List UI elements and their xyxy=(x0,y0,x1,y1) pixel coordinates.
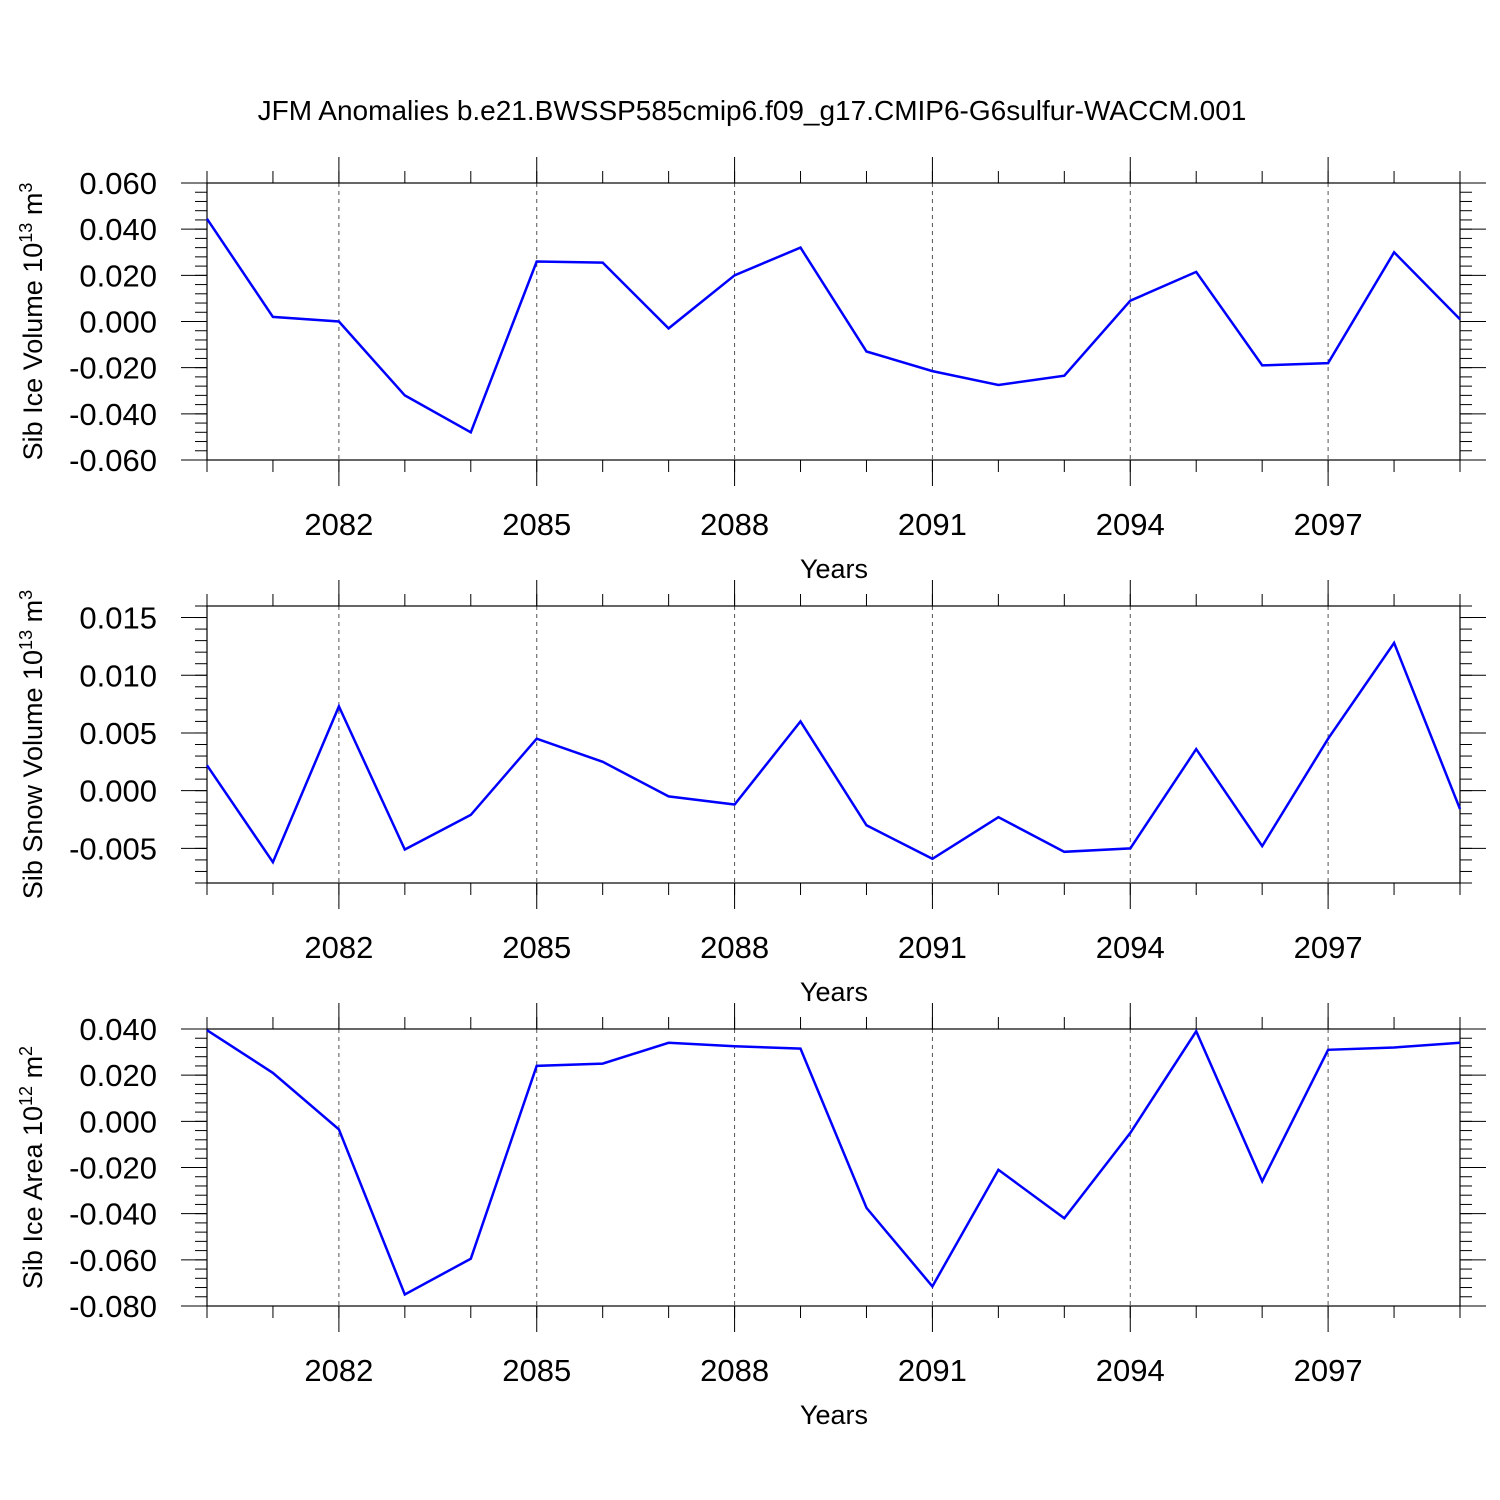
x-tick-label: 2097 xyxy=(1294,507,1363,542)
plot-frame xyxy=(206,182,1461,461)
x-tick-label: 2085 xyxy=(502,930,571,965)
x-tick-label: 2088 xyxy=(700,507,769,542)
y-tick-label: 0.020 xyxy=(79,1058,157,1093)
y-tick-label: 0.040 xyxy=(79,212,157,247)
x-tick-label: 2085 xyxy=(502,1353,571,1388)
x-axis-label: Years xyxy=(800,1400,868,1430)
y-tick-label: -0.080 xyxy=(69,1289,157,1324)
series-line xyxy=(206,1028,1461,1297)
series-line xyxy=(205,640,1462,865)
plot-frame xyxy=(206,1028,1461,1307)
chart-panel-1: 2082 2085 2088 2091 2094 2097 -0.060 -0.040 -0.0… xyxy=(16,157,1486,584)
x-tick-label: 2088 xyxy=(700,1353,769,1388)
x-tick-label: 2091 xyxy=(898,930,967,965)
chart-panel-3: 2082 2085 2088 2091 2094 2097 -0.080 -0.060 -0.0… xyxy=(16,1003,1486,1430)
x-tick-label: 2094 xyxy=(1096,507,1165,542)
y-tick-label: 0.000 xyxy=(79,774,157,809)
x-tick-label: 2088 xyxy=(700,930,769,965)
y-tick-label: 0.040 xyxy=(79,1012,157,1047)
y-tick-label: -0.060 xyxy=(69,443,157,478)
x-tick-label: 2091 xyxy=(898,1353,967,1388)
x-tick-label: 2082 xyxy=(304,1353,373,1388)
y-tick-label: -0.060 xyxy=(69,1243,157,1278)
series-line xyxy=(205,218,1461,435)
y-axis-label: Sib Snow Volume 1013 m3 xyxy=(16,590,48,899)
x-tick-label: 2091 xyxy=(898,507,967,542)
x-tick-label: 2082 xyxy=(304,507,373,542)
x-tick-label: 2082 xyxy=(304,930,373,965)
y-tick-label: -0.020 xyxy=(69,1151,157,1186)
x-axis-label: Years xyxy=(800,554,868,584)
y-tick-label: -0.040 xyxy=(69,1197,157,1232)
x-tick-label: 2094 xyxy=(1096,930,1165,965)
y-tick-label: -0.040 xyxy=(69,397,157,432)
plot-frame xyxy=(206,605,1461,884)
x-tick-label: 2085 xyxy=(502,507,571,542)
x-tick-label: 2094 xyxy=(1096,1353,1165,1388)
y-tick-label: 0.020 xyxy=(79,258,157,293)
y-tick-label: 0.000 xyxy=(79,1104,157,1139)
y-tick-label: 0.060 xyxy=(79,166,157,201)
y-tick-label: 0.005 xyxy=(79,716,157,751)
y-tick-label: -0.020 xyxy=(69,351,157,386)
y-axis-label: Sib Ice Area 1012 m2 xyxy=(16,1046,48,1289)
x-axis-label: Years xyxy=(800,977,868,1007)
x-tick-label: 2097 xyxy=(1294,930,1363,965)
chart-panel-2: 2082 2085 2088 2091 2094 2097 -0.005 0.000 0.005… xyxy=(16,580,1486,1007)
y-axis-label: Sib Ice Volume 1013 m3 xyxy=(16,183,48,461)
chart-title: JFM Anomalies b.e21.BWSSP585cmip6.f09_g1… xyxy=(258,95,1247,126)
y-tick-label: 0.000 xyxy=(79,305,157,340)
y-tick-label: 0.010 xyxy=(79,658,157,693)
x-tick-label: 2097 xyxy=(1294,1353,1363,1388)
y-tick-label: -0.005 xyxy=(69,831,157,866)
y-tick-label: 0.015 xyxy=(79,601,157,636)
